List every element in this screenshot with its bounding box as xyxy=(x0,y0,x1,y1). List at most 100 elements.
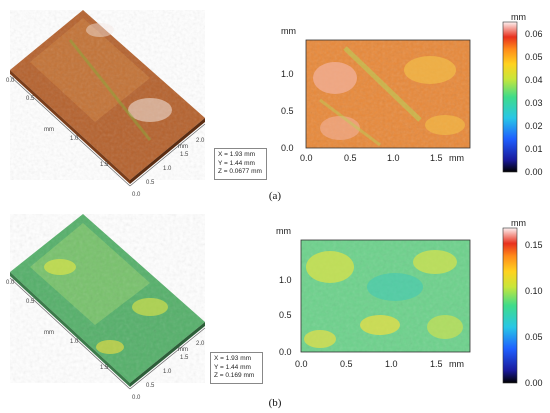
iso-green-streak xyxy=(68,39,152,141)
iso-white-patch xyxy=(128,98,172,122)
iso-surface-b: 0.0 0.5 mm 1.0 1.5 0.0 0.5 1.0 mm 1.5 2.… xyxy=(6,214,206,401)
iso-axis-label: mm xyxy=(44,127,54,133)
iso-surface-edge xyxy=(10,272,130,387)
iso-right-tick: 1.0 xyxy=(163,369,172,375)
colorbar-tick: 0.05 xyxy=(525,52,543,62)
iso-left-tick: 0.0 xyxy=(6,78,15,84)
colorbar-tick: 0.04 xyxy=(525,75,543,85)
panel-caption-a: (a) xyxy=(268,190,282,202)
iso-axis-right xyxy=(129,123,206,187)
iso-left-tick: 1.5 xyxy=(100,365,109,371)
cursor-readout-b: X = 1.93 mm Y = 1.44 mm Z = 0.169 mm xyxy=(210,352,263,384)
colorbar-tick: 0.02 xyxy=(525,121,543,131)
panel-caption-b: (b) xyxy=(268,397,282,409)
iso-surface-edge xyxy=(130,322,205,387)
x-axis-unit: mm xyxy=(449,153,464,163)
y-tick-label: 0.5 xyxy=(279,310,292,320)
colorbar-tick: 0.00 xyxy=(525,167,543,177)
y-tick-label: 1.0 xyxy=(279,275,292,285)
readout-z: Z = 0.169 mm xyxy=(214,372,255,379)
x-tick-label: 1.5 xyxy=(430,153,443,163)
height-map-patch xyxy=(313,62,357,94)
colorbar-tick: 0.03 xyxy=(525,98,543,108)
colorbar-tick: 0.15 xyxy=(525,240,543,250)
iso-axis-right xyxy=(129,327,206,390)
height-map-patch xyxy=(306,251,354,283)
iso-axis-label: mm xyxy=(178,144,188,150)
panel-b-graphics: 0.0 0.5 mm 1.0 1.5 0.0 0.5 1.0 mm 1.5 2.… xyxy=(6,214,543,401)
iso-surface-edge xyxy=(130,118,205,184)
height-map-frame xyxy=(305,39,471,149)
iso-white-patch xyxy=(86,23,114,37)
x-tick-label: 0.5 xyxy=(340,359,353,369)
readout-z: Z = 0.0677 mm xyxy=(218,168,262,175)
height-map-frame xyxy=(300,239,471,353)
iso-left-tick: 0.5 xyxy=(26,96,35,102)
colorbar-gradient xyxy=(502,21,518,173)
readout-x: X = 1.93 mm xyxy=(218,151,256,158)
colorbar-a: mm 0.00 0.01 0.02 0.03 0.04 0.05 0.06 xyxy=(502,12,543,177)
colorbar-tick: 0.01 xyxy=(525,144,543,154)
iso-right-tick: 2.0 xyxy=(196,138,205,144)
iso-yellow-patch xyxy=(132,298,168,316)
readout-y: Y = 1.44 mm xyxy=(218,159,255,167)
y-axis-unit: mm xyxy=(281,26,296,36)
figure-panel-b: 0.0 0.5 mm 1.0 1.5 0.0 0.5 1.0 mm 1.5 2.… xyxy=(0,207,550,413)
height-map-streak xyxy=(343,46,422,122)
iso-left-tick: 1.0 xyxy=(70,136,79,142)
iso-yellow-patch xyxy=(96,340,124,354)
iso-right-tick: 1.0 xyxy=(163,166,172,172)
y-tick-label: 1.0 xyxy=(281,69,294,79)
height-map-a: mm 0.0 0.5 1.0 0.0 0.5 1.0 1.5 mm xyxy=(281,26,471,163)
colorbar-gradient xyxy=(502,227,518,384)
cursor-readout-a: X = 1.93 mm Y = 1.44 mm Z = 0.0677 mm xyxy=(214,148,267,180)
figure-panel-a: 0.0 0.5 mm 1.0 1.5 0.0 0.5 1.0 mm 1.5 2.… xyxy=(6,10,543,202)
iso-right-tick: 1.5 xyxy=(180,152,189,158)
colorbar-unit: mm xyxy=(511,12,526,22)
iso-left-tick: 1.0 xyxy=(70,339,79,345)
readout-y: Y = 1.44 mm xyxy=(214,363,251,371)
panel-a-graphics: 0.0 0.5 mm 1.0 1.5 0.0 0.5 1.0 mm 1.5 2.… xyxy=(6,10,543,198)
iso-surface-edge xyxy=(10,70,130,184)
height-map-patch xyxy=(304,330,336,348)
colorbar-tick: 0.05 xyxy=(525,332,543,342)
iso-right-tick: 2.0 xyxy=(196,341,205,347)
y-tick-label: 0.0 xyxy=(279,347,292,357)
iso-surface-a: 0.0 0.5 mm 1.0 1.5 0.0 0.5 1.0 mm 1.5 2.… xyxy=(6,10,206,198)
height-map-patch xyxy=(413,250,457,274)
x-tick-label: 0.5 xyxy=(344,153,357,163)
iso-yellow-patch xyxy=(44,259,76,275)
colorbar-tick: 0.06 xyxy=(525,29,543,39)
iso-right-tick: 0.5 xyxy=(146,180,155,186)
x-tick-label: 0.0 xyxy=(295,359,308,369)
x-axis-unit: mm xyxy=(449,359,464,369)
height-map-patch xyxy=(427,315,463,339)
x-tick-label: 1.0 xyxy=(387,153,400,163)
height-map-patch xyxy=(425,115,465,135)
height-map-b: mm 0.0 0.5 1.0 0.0 0.5 1.0 1.5 mm xyxy=(276,226,471,369)
colorbar-b: mm 0.00 0.05 0.10 0.15 xyxy=(502,218,543,388)
iso-left-tick: 1.5 xyxy=(100,162,109,168)
iso-left-tick: 0.0 xyxy=(6,280,15,286)
readout-x: X = 1.93 mm xyxy=(214,355,252,362)
colorbar-tick: 0.10 xyxy=(525,286,543,296)
height-map-patch xyxy=(367,273,423,301)
iso-right-tick: 1.5 xyxy=(180,355,189,361)
height-map-patch xyxy=(404,56,456,84)
iso-left-tick: 0.5 xyxy=(26,299,35,305)
y-axis-unit: mm xyxy=(276,226,291,236)
iso-axis-label: mm xyxy=(44,330,54,336)
y-tick-label: 0.0 xyxy=(281,143,294,153)
iso-right-tick: 0.0 xyxy=(132,192,141,198)
iso-right-tick: 0.0 xyxy=(132,395,141,401)
height-map-patch xyxy=(320,116,360,140)
iso-axis-left xyxy=(9,277,131,390)
height-map-streak xyxy=(319,98,381,147)
height-map-patch xyxy=(360,315,400,335)
colorbar-tick: 0.00 xyxy=(525,378,543,388)
x-tick-label: 1.5 xyxy=(430,359,443,369)
iso-surface-texture xyxy=(10,214,205,383)
iso-axis-left xyxy=(9,75,131,187)
y-tick-label: 0.5 xyxy=(281,106,294,116)
iso-right-tick: 0.5 xyxy=(146,383,155,389)
